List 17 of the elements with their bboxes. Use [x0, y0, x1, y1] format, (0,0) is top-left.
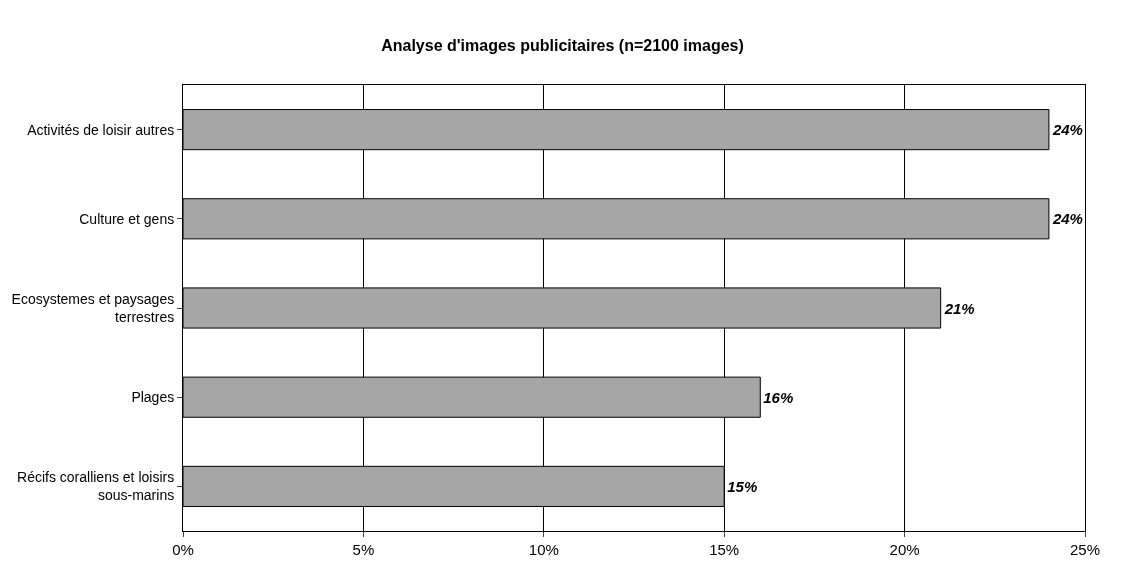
- data-label: 24%: [1051, 210, 1083, 228]
- x-tick-label: 20%: [889, 541, 920, 558]
- data-label: 21%: [943, 299, 975, 317]
- y-tick-label: Culture et gens: [79, 210, 175, 227]
- chart-title: Analyse d'images publicitaires (n=2100 images): [381, 37, 744, 55]
- y-tick-label: Ecosystemes et paysages terrestres: [11, 290, 175, 325]
- x-tick-label: 10%: [528, 541, 559, 558]
- y-tick-label: Récifs coralliens et loisirs sous-marins: [17, 469, 175, 504]
- data-label: 24%: [1051, 121, 1083, 139]
- x-tick-label: 5%: [352, 541, 375, 558]
- data-label: 16%: [763, 388, 794, 406]
- x-tick-label: 15%: [709, 541, 740, 558]
- x-tick-label: 0%: [172, 541, 194, 558]
- data-label: 15%: [727, 477, 758, 495]
- y-tick-label: Activités de loisir autres: [27, 121, 175, 138]
- y-tick-label: Plages: [131, 389, 175, 406]
- x-tick-label: 25%: [1069, 541, 1101, 558]
